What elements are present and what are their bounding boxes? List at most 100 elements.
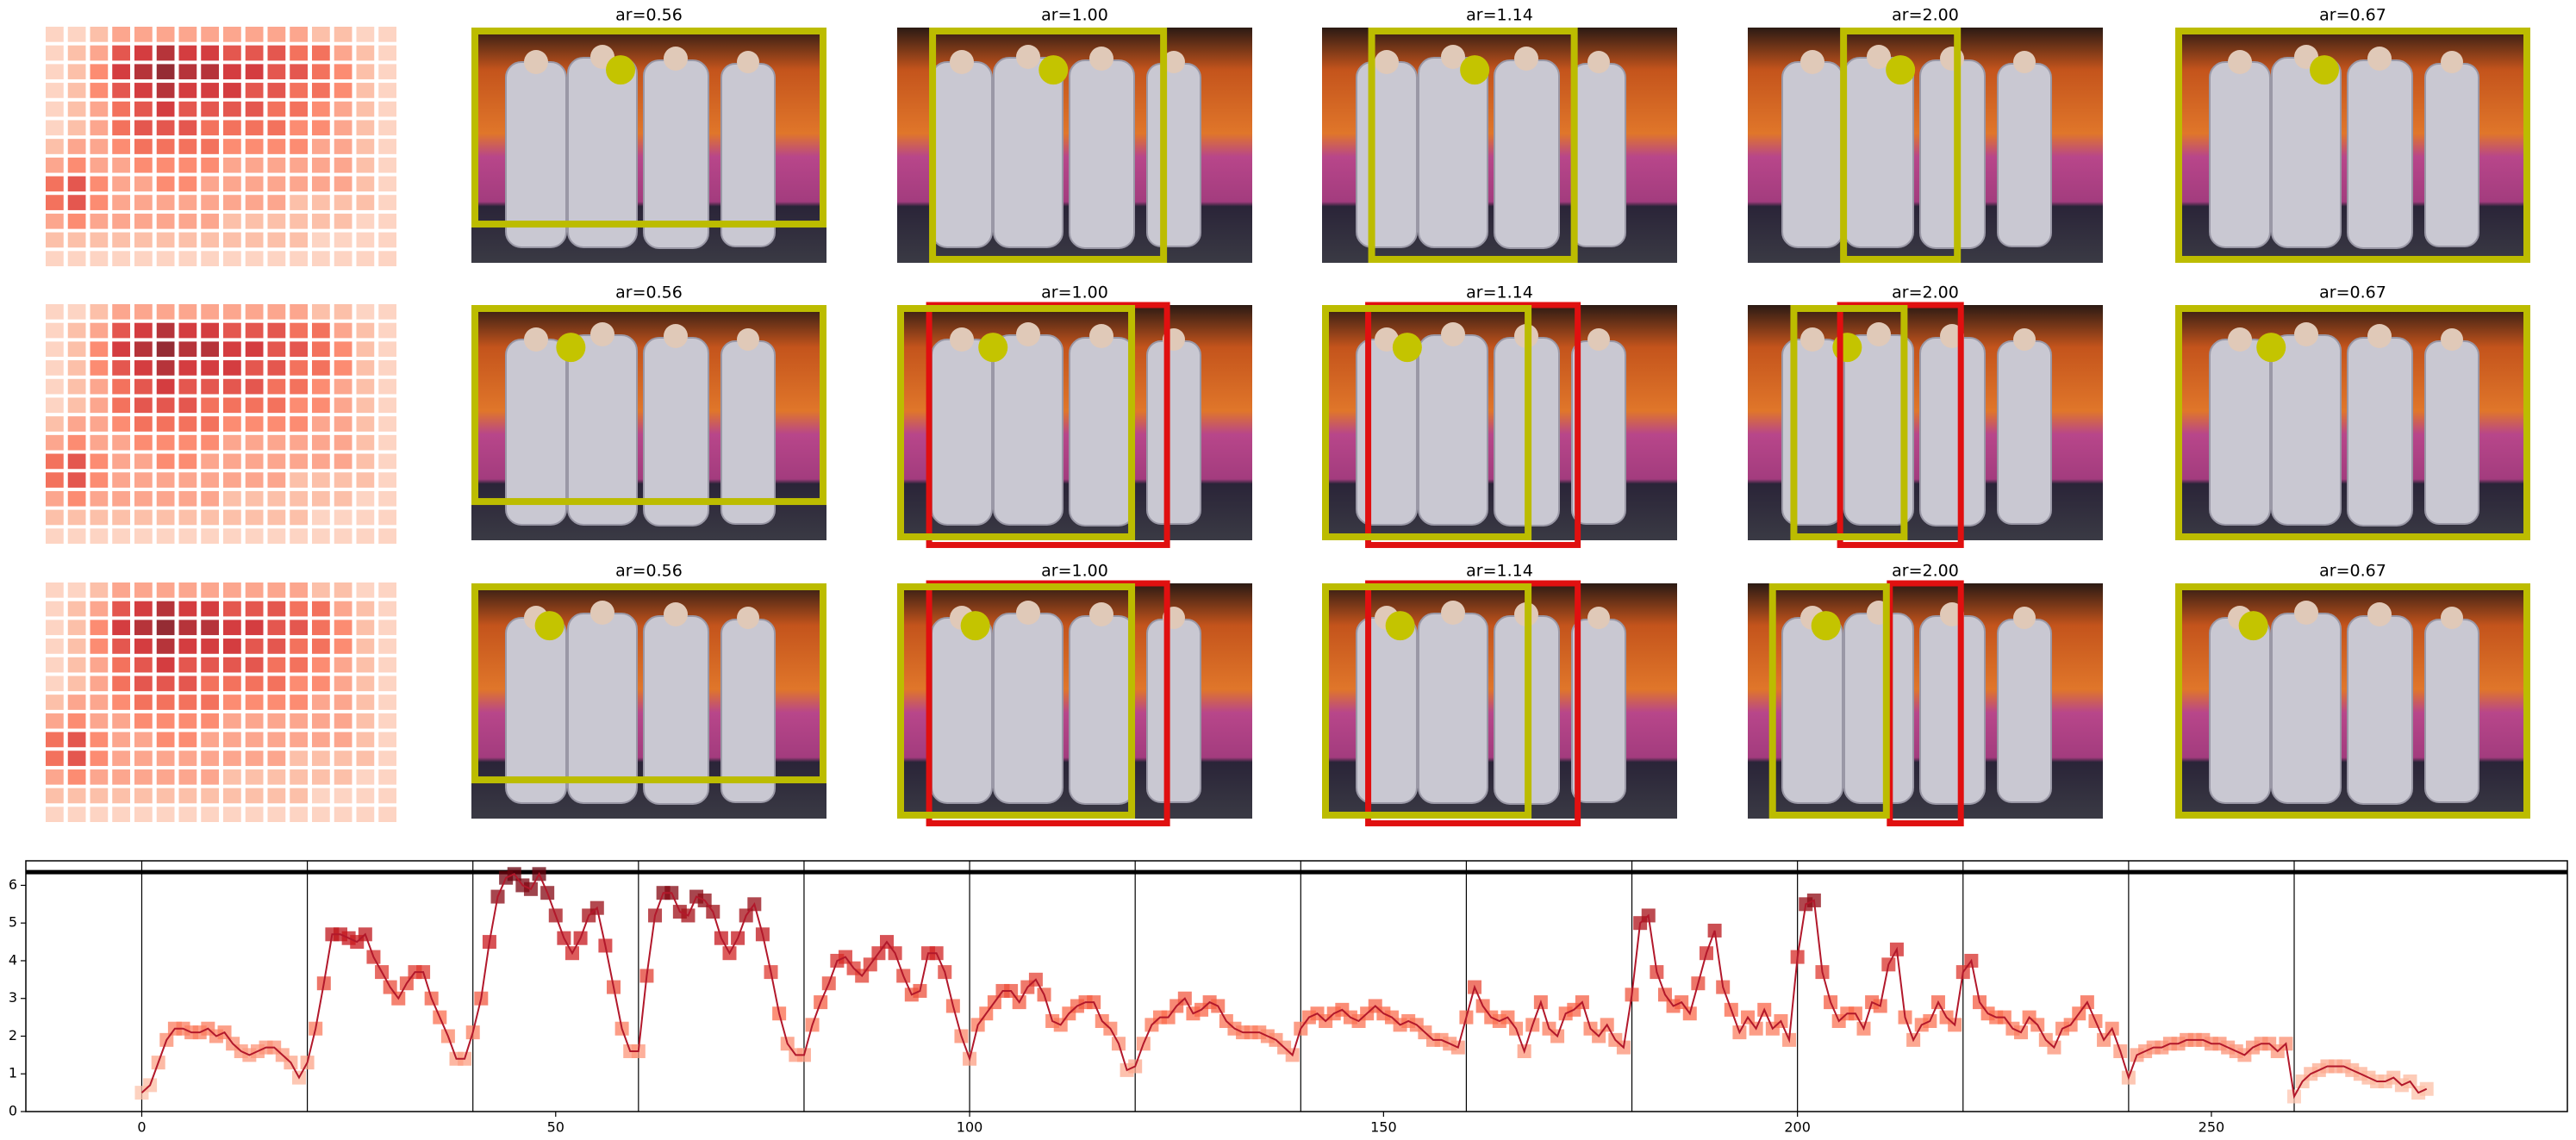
- heatmap-cell: [334, 601, 352, 617]
- heatmap-cell: [267, 472, 286, 488]
- heatmap-cell: [46, 213, 64, 229]
- heatmap-cell: [245, 582, 264, 598]
- heatmap-cell: [134, 620, 153, 636]
- crop-box: [929, 28, 1168, 263]
- heatmap-cell: [267, 213, 286, 229]
- heatmap-cell: [112, 341, 130, 358]
- heatmap-cell: [46, 769, 64, 785]
- heatmap-cell: [67, 639, 86, 654]
- heatmap-cell: [112, 139, 130, 154]
- heatmap-cell: [178, 101, 197, 117]
- heatmap-cell: [90, 453, 109, 470]
- heatmap-cell: [356, 657, 375, 673]
- heatmap-cell: [312, 416, 330, 432]
- heatmap-cell: [46, 101, 64, 117]
- heatmap-cell: [378, 713, 396, 729]
- heatmap-cell: [178, 213, 197, 229]
- heatmap-cell: [112, 732, 130, 748]
- heatmap-cell: [90, 232, 109, 248]
- heatmap-cell: [312, 434, 330, 451]
- crop-box: [897, 583, 1136, 819]
- heatmap-cell: [356, 101, 375, 117]
- heatmap-cell: [378, 101, 396, 117]
- heatmap-cell: [223, 676, 241, 692]
- heatmap-cell: [112, 304, 130, 320]
- heatmap-cell: [267, 304, 286, 320]
- heatmap-cell: [156, 360, 175, 376]
- panel-title: ar=0.56: [615, 562, 683, 581]
- heatmap-cell: [223, 695, 241, 710]
- heatmap-cell: [245, 195, 264, 210]
- heatmap-cell: [67, 397, 86, 414]
- heatmap-cell: [67, 582, 86, 598]
- heatmap-cell: [267, 788, 286, 804]
- heatmap-cell: [46, 157, 64, 173]
- heatmap-cell: [245, 304, 264, 320]
- focus-point: [1039, 55, 1069, 85]
- heatmap-cell: [378, 378, 396, 395]
- heatmap-cell: [156, 732, 175, 748]
- heatmap-cell: [46, 453, 64, 470]
- heatmap-cell: [223, 472, 241, 488]
- heatmap-cell: [90, 322, 109, 339]
- y-tick-label: 4: [9, 951, 17, 968]
- heatmap-cell: [178, 695, 197, 710]
- heatmap-cell: [245, 788, 264, 804]
- heatmap-cell: [378, 322, 396, 339]
- heatmap-cell: [178, 322, 197, 339]
- heatmap-cell: [178, 769, 197, 785]
- heatmap-cell: [312, 732, 330, 748]
- heatmap-cell: [67, 509, 86, 526]
- heatmap-cell: [90, 416, 109, 432]
- heatmap-cell: [46, 713, 64, 729]
- heatmap-cell: [356, 416, 375, 432]
- heatmap-cell: [201, 732, 219, 748]
- heatmap-cell: [46, 83, 64, 98]
- heatmap-cell: [223, 509, 241, 526]
- photo: [1748, 28, 2103, 263]
- heatmap-cell: [334, 397, 352, 414]
- heatmap-cell: [134, 472, 153, 488]
- heatmap-cell: [245, 139, 264, 154]
- heatmap-cell: [156, 620, 175, 636]
- y-tick-label: 1: [9, 1065, 17, 1081]
- heatmap-cell: [67, 213, 86, 229]
- heatmap-cell: [378, 83, 396, 98]
- heatmap-cell: [290, 322, 308, 339]
- heatmap-cell: [46, 139, 64, 154]
- heatmap-cell: [223, 232, 241, 248]
- heatmap-cell: [134, 695, 153, 710]
- heatmap-cell: [223, 657, 241, 673]
- heatmap-cell: [290, 732, 308, 748]
- heatmap-cell: [378, 45, 396, 61]
- heatmap-cell: [201, 304, 219, 320]
- heatmap-cell: [201, 695, 219, 710]
- heatmap-cell: [46, 676, 64, 692]
- heatmap-cell: [356, 601, 375, 617]
- heatmap-cell: [134, 509, 153, 526]
- heatmap-cell: [378, 788, 396, 804]
- heatmap-cell: [67, 713, 86, 729]
- heatmap-cell: [223, 101, 241, 117]
- heatmap-cell: [245, 453, 264, 470]
- heatmap-cell: [112, 157, 130, 173]
- heatmap-cell: [378, 27, 396, 42]
- heatmap-cell: [90, 360, 109, 376]
- photo: [897, 305, 1252, 540]
- heatmap-cell: [67, 453, 86, 470]
- heatmap-cell: [267, 769, 286, 785]
- heatmap-cell: [112, 528, 130, 544]
- heatmap-cell: [356, 769, 375, 785]
- heatmap-cell: [156, 472, 175, 488]
- heatmap-cell: [112, 64, 130, 80]
- heatmap-cell: [245, 509, 264, 526]
- heatmap-cell: [334, 509, 352, 526]
- heatmap-cell: [223, 157, 241, 173]
- heatmap-cell: [46, 341, 64, 358]
- heatmap-cell: [156, 807, 175, 822]
- heatmap-cell: [67, 304, 86, 320]
- heatmap-cell: [134, 157, 153, 173]
- heatmap-cell: [67, 807, 86, 822]
- heatmap-cell: [223, 620, 241, 636]
- heatmap-cell: [356, 807, 375, 822]
